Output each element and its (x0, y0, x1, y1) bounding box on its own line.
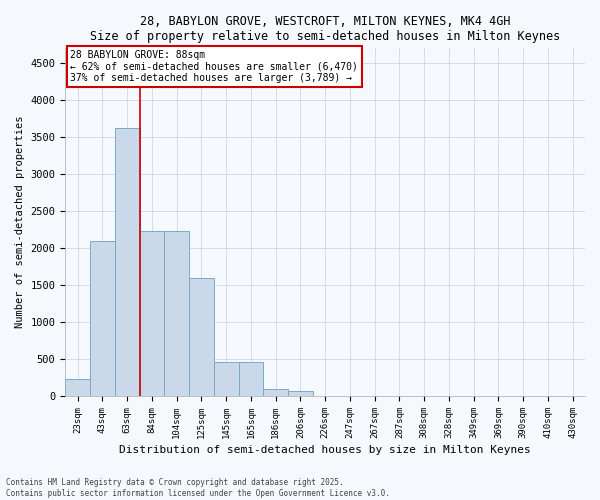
Title: 28, BABYLON GROVE, WESTCROFT, MILTON KEYNES, MK4 4GH
Size of property relative t: 28, BABYLON GROVE, WESTCROFT, MILTON KEY… (90, 15, 560, 43)
Y-axis label: Number of semi-detached properties: Number of semi-detached properties (15, 116, 25, 328)
Bar (189, 278, 214, 396)
Bar (90, 240, 115, 396)
Bar (65, 379, 90, 396)
X-axis label: Distribution of semi-detached houses by size in Milton Keynes: Distribution of semi-detached houses by … (119, 445, 531, 455)
Bar (239, 362, 263, 396)
Bar (263, 388, 288, 396)
Bar (140, 231, 164, 396)
Text: Contains HM Land Registry data © Crown copyright and database right 2025.
Contai: Contains HM Land Registry data © Crown c… (6, 478, 390, 498)
Bar (214, 362, 239, 396)
Bar (115, 128, 140, 396)
Bar (164, 231, 189, 396)
Text: 28 BABYLON GROVE: 88sqm
← 62% of semi-detached houses are smaller (6,470)
37% of: 28 BABYLON GROVE: 88sqm ← 62% of semi-de… (70, 50, 358, 84)
Bar (288, 390, 313, 396)
